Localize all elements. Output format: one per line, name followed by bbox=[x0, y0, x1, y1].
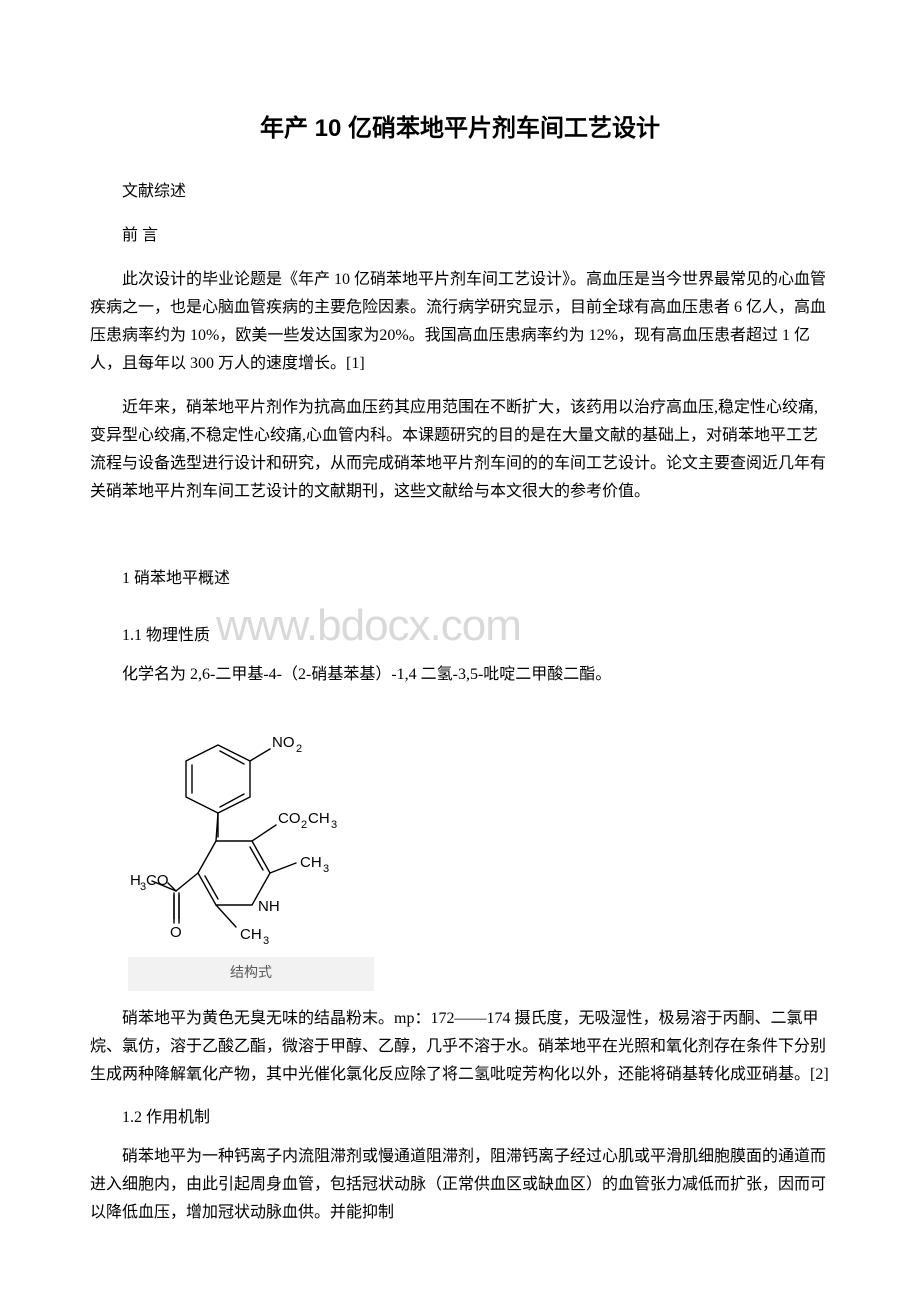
heading-literature-review: 文献综述 bbox=[90, 178, 830, 206]
section-1-heading: 1 硝苯地平概述 bbox=[90, 566, 830, 592]
svg-text:3: 3 bbox=[331, 819, 337, 831]
watermark-text: www.bdocx.com bbox=[216, 604, 521, 648]
figure-caption: 结构式 bbox=[128, 957, 374, 991]
nifedipine-structure-icon: NO 2 CO 2 CH 3 CH 3 NH CH 3 H 3 CO O bbox=[128, 705, 374, 957]
paragraph-1: 此次设计的毕业论题是《年产 10 亿硝苯地平片剂车间工艺设计》。高血压是当今世界… bbox=[90, 266, 830, 378]
svg-text:3: 3 bbox=[263, 935, 269, 947]
structure-figure: NO 2 CO 2 CH 3 CH 3 NH CH 3 H 3 CO O 结构式 bbox=[128, 705, 374, 991]
section-1-1-row: 1.1 物理性质 www.bdocx.com bbox=[90, 604, 830, 649]
spacer bbox=[90, 522, 830, 550]
paragraph-4: 硝苯地平为一种钙离子内流阻滞剂或慢通道阻滞剂，阻滞钙离子经过心肌或平滑肌细胞膜面… bbox=[90, 1143, 830, 1227]
svg-text:3: 3 bbox=[323, 863, 329, 875]
label-no2: NO bbox=[272, 734, 295, 751]
svg-text:2: 2 bbox=[296, 743, 302, 755]
heading-preface: 前 言 bbox=[90, 222, 830, 250]
paragraph-3: 硝苯地平为黄色无臭无味的结晶粉末。mp：172——174 摄氏度，无吸湿性，极易… bbox=[90, 1005, 830, 1089]
label-o: O bbox=[170, 924, 182, 941]
section-1-1-heading: 1.1 物理性质 bbox=[90, 623, 210, 649]
label-nh: NH bbox=[258, 898, 280, 915]
paragraph-2: 近年来，硝苯地平片剂作为抗高血压药其应用范围在不断扩大，该药用以治疗高血压,稳定… bbox=[90, 394, 830, 506]
svg-text:CH: CH bbox=[308, 810, 330, 827]
label-co2ch3: CO bbox=[278, 810, 301, 827]
svg-text:2: 2 bbox=[301, 819, 307, 831]
label-ch3-bot: CH bbox=[240, 926, 262, 943]
label-ch3-top: CH bbox=[300, 854, 322, 871]
page-title: 年产 10 亿硝苯地平片剂车间工艺设计 bbox=[90, 110, 830, 148]
section-1-2-heading: 1.2 作用机制 bbox=[90, 1105, 830, 1131]
chemical-name: 化学名为 2,6-二甲基-4-（2-硝基苯基）-1,4 二氢-3,5-吡啶二甲酸… bbox=[90, 661, 830, 689]
svg-text:CO: CO bbox=[146, 872, 169, 889]
